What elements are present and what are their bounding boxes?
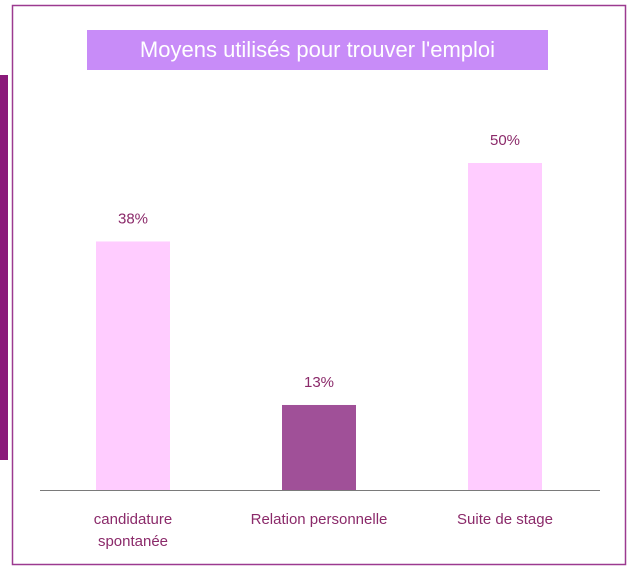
value-label: 38% [118,210,148,227]
x-tick-label: candidature spontanée [93,511,173,550]
x-tick-label: Relation personnelle [250,511,388,528]
frame [11,4,627,566]
x-tick-label: Suite de stage [457,511,553,528]
bar [96,241,170,490]
value-label: 13% [304,374,334,391]
value-label: 50% [490,132,520,149]
side-strip [0,75,8,460]
chart-title: Moyens utilisés pour trouver l'emploi [87,30,548,70]
bar [282,404,356,490]
bar [468,163,542,490]
